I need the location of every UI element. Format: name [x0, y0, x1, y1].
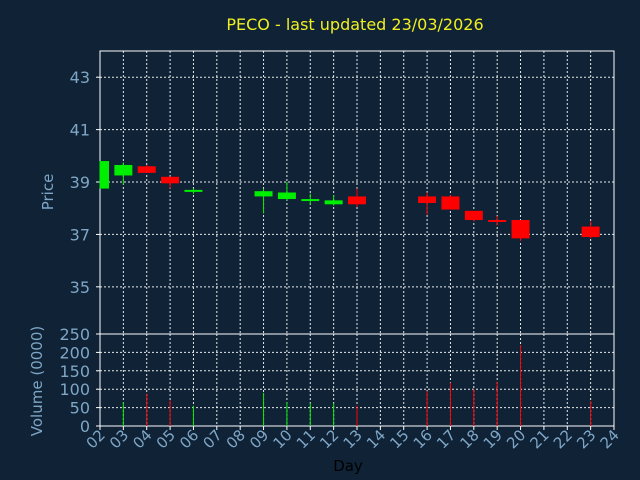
- candle-13: [348, 188, 366, 207]
- price-y-ticks: 35 37 39 41 43: [70, 68, 100, 297]
- x-tick-label: 10: [270, 426, 296, 452]
- price-tick-label: 39: [70, 173, 90, 192]
- x-tick-label: 11: [293, 426, 319, 452]
- candle-body: [161, 176, 180, 184]
- price-axis-label: Price: [39, 174, 57, 211]
- candle-16: [418, 192, 437, 215]
- candle-06: [184, 188, 203, 194]
- x-tick-label: 03: [106, 426, 132, 452]
- price-tick-label: 43: [70, 68, 90, 87]
- x-tick-label: 16: [410, 426, 436, 452]
- candle-12: [324, 195, 343, 206]
- candle-body: [581, 226, 600, 238]
- x-tick-label: 21: [527, 426, 553, 452]
- candle-10: [277, 182, 296, 201]
- x-tick-label: 04: [129, 426, 155, 452]
- volume-bars: [122, 345, 592, 426]
- volume-axis-label: Volume (0000): [28, 326, 46, 436]
- candle-19: [488, 216, 507, 226]
- volume-tick-label: 200: [59, 343, 90, 362]
- candle-04: [137, 164, 156, 173]
- x-tick-label: 14: [363, 426, 389, 452]
- candle-09: [254, 188, 273, 214]
- candle-body: [488, 220, 507, 223]
- candle-body: [418, 196, 437, 203]
- x-tick-label: 15: [386, 426, 412, 452]
- price-panel: 35 37 39 41 43 Price: [39, 50, 615, 335]
- x-axis-label: Day: [333, 457, 363, 475]
- price-candles: [99, 161, 600, 241]
- x-tick-label: 18: [456, 426, 482, 452]
- volume-tick-label: 100: [59, 380, 90, 399]
- x-tick-label: 22: [550, 426, 576, 452]
- x-tick-label: 13: [340, 426, 366, 452]
- candle-body: [137, 166, 156, 173]
- candle-body: [184, 189, 203, 192]
- candle-body: [348, 196, 366, 205]
- candle-body: [511, 220, 530, 239]
- volume-tick-label: 50: [70, 399, 90, 418]
- candle-23: [581, 221, 600, 239]
- candle-body: [301, 199, 320, 202]
- candle-02: [99, 161, 109, 189]
- volume-tick-label: 250: [59, 325, 90, 344]
- candle-body: [254, 191, 273, 197]
- x-axis-ticks: 0203040506070809101112131415161718192021…: [83, 426, 623, 452]
- x-tick-label: 20: [503, 426, 529, 452]
- price-tick-label: 35: [70, 278, 90, 297]
- candle-05: [161, 176, 180, 189]
- candle-body: [441, 196, 460, 210]
- candle-body: [324, 200, 343, 205]
- candle-03: [114, 162, 133, 185]
- x-tick-label: 05: [153, 426, 179, 452]
- volume-tick-label: 0: [80, 417, 90, 436]
- candle-18: [464, 210, 483, 222]
- x-tick-label: 09: [246, 426, 272, 452]
- x-tick-label: 17: [433, 426, 459, 452]
- candle-body: [100, 161, 109, 189]
- volume-tick-label: 150: [59, 362, 90, 381]
- candle-body: [464, 210, 483, 221]
- x-tick-label: 07: [199, 426, 225, 452]
- x-tick-label: 12: [316, 426, 342, 452]
- x-tick-label: 19: [480, 426, 506, 452]
- x-tick-label: 08: [223, 426, 249, 452]
- x-tick-label: 23: [573, 426, 599, 452]
- price-tick-label: 41: [70, 121, 90, 140]
- candle-20: [511, 220, 530, 241]
- price-tick-label: 37: [70, 225, 90, 244]
- candle-17: [441, 195, 460, 210]
- x-tick-label: 24: [597, 426, 623, 452]
- candle-body: [277, 192, 296, 200]
- candle-11: [301, 193, 320, 205]
- candle-body: [114, 164, 133, 176]
- chart-title: PECO - last updated 23/03/2026: [226, 15, 483, 34]
- x-tick-label: 06: [176, 426, 202, 452]
